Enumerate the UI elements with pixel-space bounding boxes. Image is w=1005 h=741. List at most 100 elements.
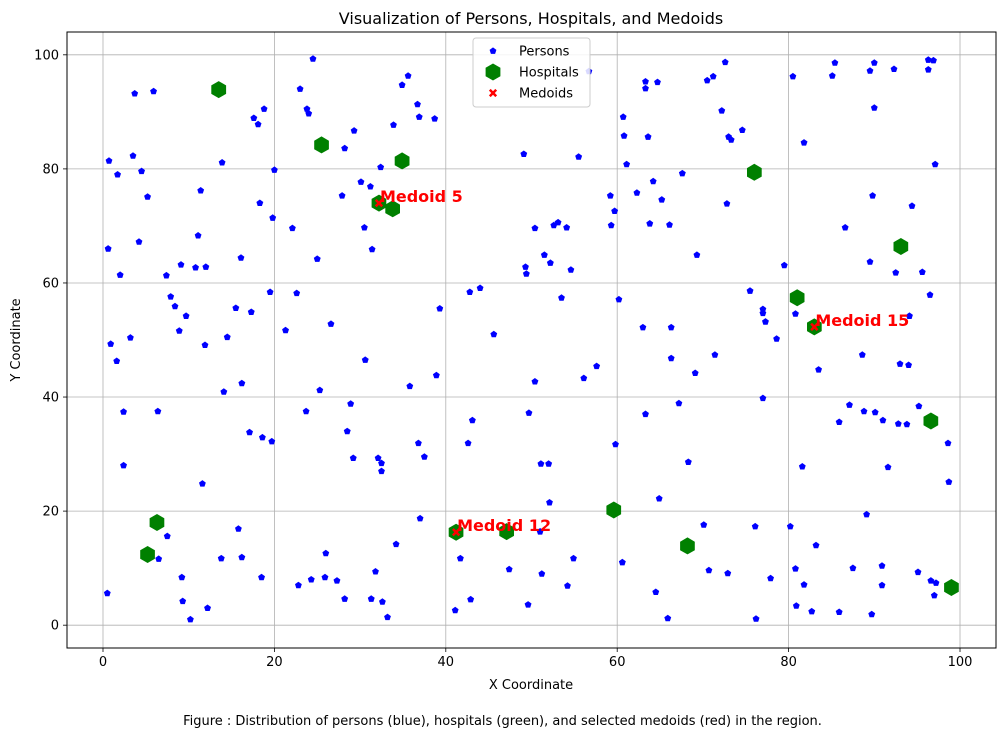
person-point bbox=[540, 251, 548, 258]
y-axis-label: Y Coordinate bbox=[9, 298, 24, 382]
person-point bbox=[927, 577, 935, 584]
person-point bbox=[684, 458, 692, 465]
person-point bbox=[792, 602, 800, 609]
person-point bbox=[223, 333, 231, 341]
person-point bbox=[866, 258, 874, 265]
person-point bbox=[700, 521, 708, 528]
person-point bbox=[914, 568, 922, 576]
person-point bbox=[250, 114, 258, 121]
plot-frame bbox=[66, 31, 997, 649]
person-point bbox=[870, 59, 878, 66]
person-point bbox=[406, 382, 414, 390]
person-point bbox=[201, 341, 209, 348]
person-point bbox=[931, 160, 939, 168]
person-point bbox=[259, 433, 266, 441]
person-point bbox=[789, 72, 797, 80]
person-point bbox=[232, 304, 240, 311]
person-point bbox=[138, 167, 145, 175]
person-point bbox=[623, 160, 631, 168]
person-point bbox=[644, 133, 652, 140]
person-point bbox=[642, 78, 649, 85]
person-point bbox=[415, 113, 423, 120]
person-point bbox=[302, 407, 310, 415]
person-point bbox=[752, 615, 760, 622]
person-point bbox=[194, 232, 202, 239]
person-point bbox=[103, 589, 111, 597]
person-point bbox=[372, 568, 379, 575]
x-tick-label: 100 bbox=[948, 655, 973, 670]
person-point bbox=[384, 613, 391, 621]
person-point bbox=[798, 463, 806, 470]
person-point bbox=[658, 196, 666, 203]
legend-box bbox=[472, 37, 591, 108]
person-point bbox=[759, 305, 767, 313]
person-point bbox=[309, 55, 317, 62]
hospital-point bbox=[499, 523, 514, 541]
person-point bbox=[564, 582, 571, 589]
person-point bbox=[116, 271, 124, 278]
person-point bbox=[863, 510, 870, 518]
medoid-point bbox=[810, 322, 819, 331]
person-point bbox=[349, 454, 357, 461]
person-point bbox=[606, 192, 614, 199]
person-point bbox=[150, 87, 157, 95]
hospital-point bbox=[923, 412, 939, 430]
person-point bbox=[878, 562, 886, 569]
person-point bbox=[619, 113, 627, 120]
person-point bbox=[307, 576, 315, 583]
person-point bbox=[546, 259, 554, 266]
person-point bbox=[416, 514, 424, 522]
person-point bbox=[163, 271, 170, 279]
person-point bbox=[870, 104, 878, 111]
person-point bbox=[678, 169, 686, 177]
person-point bbox=[350, 127, 358, 134]
person-point bbox=[654, 78, 661, 86]
person-point bbox=[347, 400, 355, 407]
person-point bbox=[607, 221, 615, 229]
person-point bbox=[890, 65, 898, 72]
person-point bbox=[869, 192, 876, 199]
person-point bbox=[131, 90, 139, 97]
person-point bbox=[649, 177, 657, 185]
x-tick-label: 80 bbox=[780, 655, 797, 670]
person-point bbox=[367, 595, 375, 602]
person-point bbox=[554, 218, 562, 226]
person-point bbox=[570, 554, 577, 562]
person-point bbox=[343, 427, 351, 435]
person-point bbox=[322, 549, 330, 557]
person-point bbox=[615, 295, 623, 303]
person-point bbox=[282, 326, 289, 334]
person-point bbox=[642, 410, 649, 418]
person-point bbox=[932, 579, 940, 586]
person-point bbox=[866, 67, 874, 74]
x-tick-label: 60 bbox=[609, 655, 626, 670]
person-point bbox=[718, 107, 726, 114]
person-point bbox=[800, 139, 808, 146]
person-point bbox=[525, 409, 533, 416]
legend-hospital-marker bbox=[485, 63, 501, 81]
person-point bbox=[175, 327, 183, 334]
person-point bbox=[906, 312, 913, 319]
person-point bbox=[392, 540, 400, 548]
person-point bbox=[268, 437, 276, 445]
person-point bbox=[266, 288, 274, 295]
person-point bbox=[546, 499, 553, 506]
person-point bbox=[575, 153, 583, 160]
plot-area-background bbox=[67, 32, 996, 648]
person-point bbox=[260, 105, 268, 112]
person-point bbox=[305, 110, 313, 117]
medoid-label: Medoid 12 bbox=[457, 516, 551, 535]
person-point bbox=[202, 263, 210, 270]
person-point bbox=[531, 224, 539, 232]
hospital-point bbox=[944, 579, 959, 596]
person-point bbox=[693, 251, 701, 258]
person-point bbox=[620, 132, 628, 139]
hospital-point bbox=[606, 501, 622, 519]
legend-label: Medoids bbox=[519, 87, 573, 102]
person-point bbox=[612, 440, 619, 448]
person-point bbox=[254, 120, 262, 128]
person-point bbox=[655, 495, 663, 502]
hospital-point bbox=[789, 289, 805, 307]
person-point bbox=[204, 604, 211, 611]
person-point bbox=[727, 136, 735, 143]
